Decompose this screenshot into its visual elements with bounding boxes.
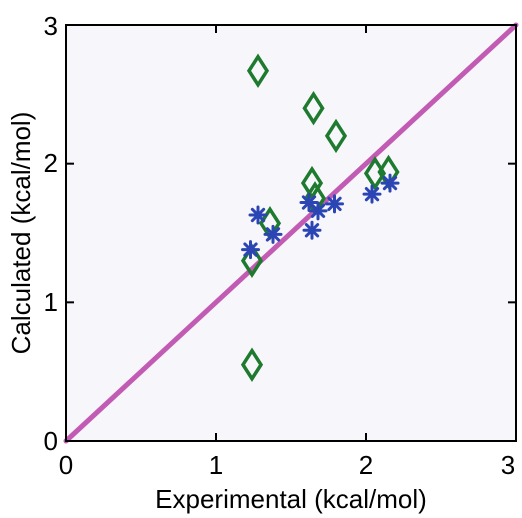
y-axis-title: Calculated (kcal/mol) (6, 112, 36, 355)
diamond-point (246, 53, 270, 88)
asterisk-point (380, 173, 400, 193)
x-tick-label-1: 1 (209, 450, 223, 480)
asterisk-point (308, 201, 328, 221)
y-tick-label-0: 0 (44, 426, 58, 456)
asterisk-point (248, 205, 268, 225)
diamond-point (302, 90, 325, 126)
asterisk-point (325, 194, 344, 214)
diamond-point (300, 165, 324, 201)
asterisk-point (241, 240, 260, 260)
x-tick-label-3: 3 (501, 450, 515, 480)
x-tick-label-0: 0 (59, 450, 73, 480)
asterisk-point (263, 224, 283, 244)
asterisk-point (362, 184, 382, 204)
reference-line (63, 22, 519, 444)
y-tick-label-3: 3 (44, 11, 58, 41)
plot-frame (65, 24, 517, 442)
y-tick-label-2: 2 (44, 148, 58, 178)
x-axis-title: Experimental (kcal/mol) (155, 484, 427, 514)
ticks-layer (65, 24, 517, 442)
y-tick-label-1: 1 (44, 287, 58, 317)
diamond-point (324, 118, 348, 154)
marks-layer (63, 22, 519, 444)
asterisk-point (302, 220, 322, 240)
diamond-point (240, 347, 264, 382)
x-tick-label-2: 2 (359, 450, 373, 480)
asterisk-point (299, 192, 319, 212)
